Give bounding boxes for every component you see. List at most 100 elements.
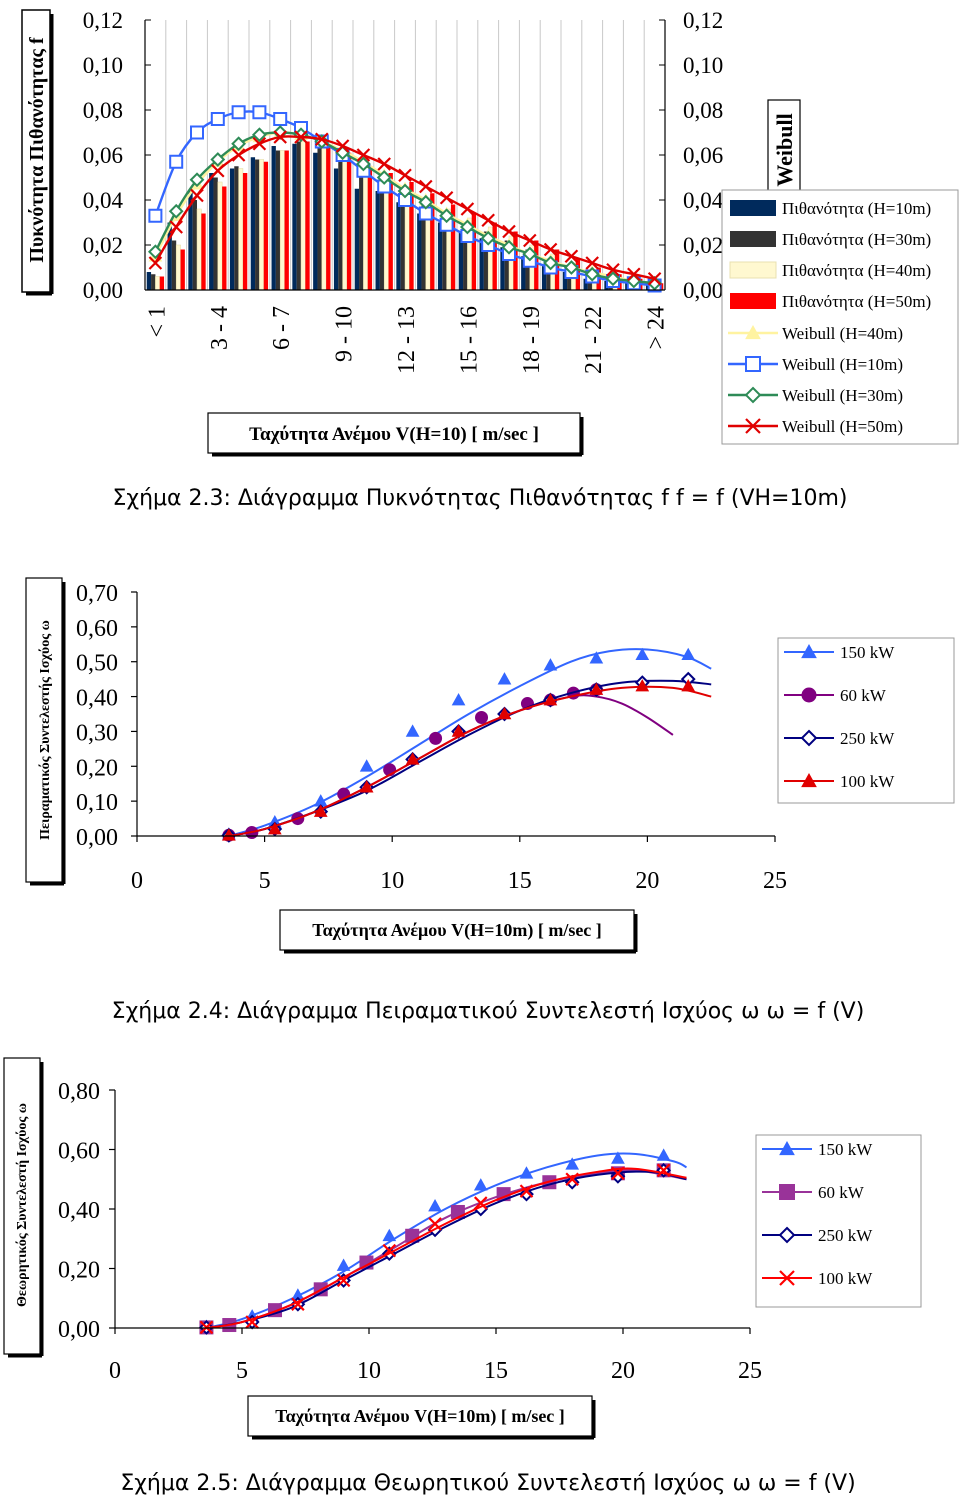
chart1-point (210, 112, 225, 126)
chart1-ytick-label: 0,06 (83, 143, 123, 168)
chart1-xtick-label: 18 - 19 (519, 306, 545, 374)
c3-point (336, 1258, 351, 1271)
chart1-point (543, 255, 559, 271)
chart1-legend-label: Weibull (H=40m) (782, 324, 903, 343)
chart1-point (231, 136, 247, 152)
chart2-ylabel: Πειραματικός Συντελεστής Ισχύος ω (38, 620, 53, 840)
c3-point (565, 1157, 580, 1170)
chart1-bar (238, 168, 244, 291)
c3-point (656, 1163, 671, 1178)
chart1-bar (229, 168, 235, 290)
c3-point (610, 1168, 626, 1184)
chart2-y-ticks: 0,70 0,60 0,50 0,40 0,30 0,20 0,10 0,00 (76, 581, 137, 851)
chart1-legend-swatch (730, 293, 776, 309)
chart1-bar (188, 191, 193, 290)
chart1-xtick-label: < 1 (144, 306, 170, 338)
chart3-series (199, 1148, 687, 1335)
c2-point (405, 752, 420, 765)
c3-ytick-label: 0,60 (58, 1139, 100, 1165)
chart1-bar (217, 181, 223, 291)
c3-point (519, 1184, 534, 1198)
chart1-legend-label: Πιθανότητα (H=10m) (782, 199, 931, 218)
chart1-bar (409, 182, 414, 290)
chart1-bar (483, 231, 489, 290)
chart1-bar (326, 143, 331, 290)
chart1-xtick-label: 6 - 7 (269, 306, 295, 350)
chart1-point (398, 168, 412, 183)
c2-legend-label: 150 kW (840, 643, 895, 662)
chart1-point (147, 244, 163, 260)
chart1-x-ticks: < 1 3 - 4 6 - 7 9 - 10 12 - 13 15 - 16 18 - 19… (144, 306, 669, 374)
chart1-bar (359, 177, 364, 290)
chart3-caption: Σχήμα 2.5: Διάγραμμα Θεωρητικού Συντελεσ… (120, 1471, 855, 1496)
chart1-bar (400, 191, 405, 290)
chart1-bar (180, 249, 185, 290)
c2-point (589, 651, 604, 664)
chart1-point (585, 256, 599, 270)
c3-xtick-label: 5 (236, 1358, 248, 1384)
c2-point (497, 672, 512, 685)
c2-point (543, 658, 558, 671)
chart1-bar (463, 222, 468, 290)
chart1-point (169, 154, 184, 169)
chart1-y2-ticks: 0,12 0,10 0,08 0,06 0,04 0,02 0,00 (659, 8, 724, 303)
c3-legend-marker (779, 1140, 795, 1156)
chart1-y2tick-label: 0,02 (683, 233, 723, 258)
chart1-bar (363, 172, 368, 291)
chart1-point (294, 130, 308, 144)
chart1-bar (263, 161, 269, 290)
chart1-bar (305, 141, 310, 290)
chart1-xlabel-box (207, 412, 581, 454)
c2-legend-marker (801, 772, 817, 788)
chart1-legend-label: Weibull (H=10m) (782, 355, 903, 374)
chart1-legend-entries: Πιθανότητα (H=10m) Πιθανότητα (H=30m) Πιθα… (728, 199, 931, 436)
chart2-series (221, 647, 712, 843)
chart1-point (439, 208, 455, 224)
chart1-legend-label: Weibull (H=30m) (782, 386, 903, 405)
c2-ytick-label: 0,60 (76, 616, 118, 642)
c2-point (543, 693, 558, 706)
chart1-bar (396, 202, 401, 290)
chart1-legend-marker (745, 324, 761, 340)
chart1-point (481, 213, 495, 228)
chart1-bar (458, 231, 464, 290)
chart1-bar (242, 173, 248, 290)
chart1-point (439, 190, 454, 205)
chart1-point (647, 271, 662, 286)
c2-series-line (228, 679, 712, 837)
c3-series-line (206, 1152, 687, 1329)
chart1-caption: Σχήμα 2.3: Διάγραμμα Πυκνότητας Πιθανότη… (112, 486, 847, 511)
chart1-bar (471, 213, 477, 290)
chart1-point (211, 163, 225, 178)
chart1-bar (321, 145, 327, 291)
chart1-point (356, 148, 371, 162)
c2-xtick-label: 15 (508, 868, 532, 894)
c3-point (656, 1148, 671, 1161)
chart1-legend (721, 189, 959, 445)
chart1-point (460, 202, 475, 216)
chart1-bar (201, 213, 206, 290)
c2-series-line (228, 685, 712, 837)
chart1-bar (175, 244, 181, 291)
chart1-point (419, 179, 433, 194)
c2-ytick-label: 0,30 (76, 720, 118, 746)
c3-point (564, 1174, 580, 1190)
chart1-point (252, 105, 267, 120)
c2-legend-label: 250 kW (840, 729, 895, 748)
chart1-bar (583, 278, 588, 290)
chart1-bar (292, 143, 297, 290)
chart1-bar (259, 159, 264, 291)
c2-xtick-label: 20 (635, 868, 659, 894)
c2-xtick-label: 0 (131, 868, 143, 894)
chart1-xtick-label: > 24 (644, 306, 670, 350)
chart1-ylabel: Πυκνότητα Πιθανότητας f (26, 37, 48, 263)
c2-point (451, 724, 466, 737)
c2-legend-marker (801, 643, 817, 659)
chart2-xlabel: Ταχύτητα Ανέμου V(H=10m) [ m/sec ] (312, 920, 602, 941)
chart1-xtick-label: 21 - 22 (581, 306, 607, 374)
chart1-point (606, 262, 620, 277)
chart1-bar (379, 182, 385, 290)
chart1-bar (222, 186, 227, 290)
chart1-bar (521, 256, 526, 290)
chart3-ylabel: Θεωρητικός Συντελεστή Ισχύος ω (15, 1103, 30, 1307)
